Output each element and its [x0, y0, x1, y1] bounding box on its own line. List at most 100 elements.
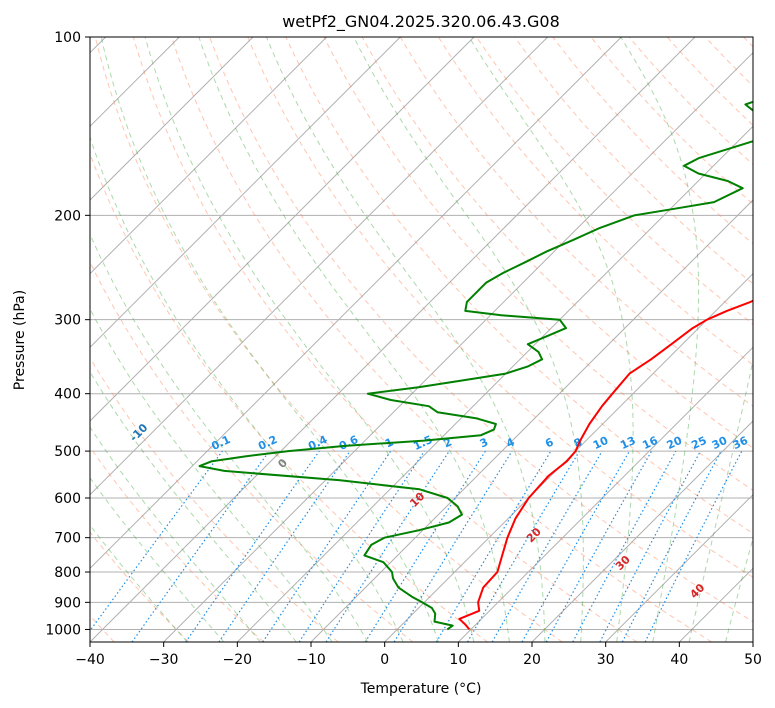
isotherm-line	[90, 37, 401, 349]
moist-adiabat-line	[90, 135, 404, 642]
y-tick-label: 600	[54, 491, 81, 507]
moist-adiabat-line	[468, 37, 634, 642]
dry-adiabat-label: -10	[127, 421, 150, 444]
x-tick-label: 50	[744, 652, 762, 668]
y-tick-label: 200	[54, 208, 81, 224]
isotherm-lines	[90, 37, 753, 642]
dry-adiabat-line	[552, 37, 753, 245]
isotherm-line	[90, 37, 696, 642]
adiabat-labels: 0.10.20.40.611.52346810131620253036-100-…	[127, 421, 750, 601]
mixing-ratio-label: 6	[543, 435, 556, 450]
moist-adiabat-line	[90, 308, 333, 642]
chart-title: wetPf2_GN04.2025.320.06.43.G08	[282, 12, 560, 32]
mixing-ratio-line	[218, 450, 351, 642]
isotherm-line	[605, 493, 753, 642]
mixing-ratio-label: 25	[689, 434, 708, 452]
dry-adiabat-line	[437, 37, 753, 366]
x-tick-label: 30	[597, 652, 615, 668]
isotherm-line	[90, 37, 328, 275]
mixing-ratio-lines	[90, 450, 743, 642]
dry-adiabat-line	[90, 260, 414, 642]
moist-adiabat-line	[620, 37, 700, 642]
isotherm-line	[310, 199, 753, 642]
isotherm-line	[90, 37, 475, 422]
mixing-ratio-label: 0.2	[256, 433, 279, 453]
isotherm-line	[163, 51, 753, 642]
dry-adiabat-line	[323, 37, 753, 491]
mixing-ratio-label: 13	[618, 434, 637, 452]
mixing-ratio-label: 20	[665, 434, 685, 452]
moist-adiabat-line	[90, 426, 261, 642]
dry-adiabat-line	[247, 37, 753, 578]
x-tick-label: 40	[670, 652, 688, 668]
dry-adiabat-line	[94, 37, 563, 642]
x-tick-label: 20	[523, 652, 541, 668]
dry-adiabat-line	[90, 152, 488, 642]
isotherm-line	[90, 37, 549, 496]
dry-adiabat-line	[476, 37, 753, 325]
mixing-ratio-line	[325, 450, 450, 642]
y-tick-label: 800	[54, 565, 81, 581]
dry-adiabat-line	[743, 37, 753, 48]
mixing-ratio-label: 0.1	[209, 433, 232, 453]
mixing-ratio-line	[572, 450, 677, 642]
mixing-ratio-line	[131, 450, 270, 642]
mixing-ratio-line	[393, 450, 513, 642]
moist-adiabat-line	[688, 358, 753, 642]
isotherm-line	[457, 346, 753, 642]
dry-adiabat-line	[90, 531, 190, 642]
moist-adiabat-line	[90, 370, 297, 642]
x-axis-label: Temperature (°C)	[360, 681, 482, 697]
x-tick-label: −10	[296, 652, 326, 668]
dry-adiabat-line	[590, 37, 753, 205]
isotherm-line	[236, 125, 753, 642]
x-tick-label: 0	[380, 652, 389, 668]
x-tick-label: −20	[223, 652, 253, 668]
moist-adiabat-line	[90, 476, 225, 642]
profile-series	[198, 100, 753, 631]
moist-adiabat-label: 10	[407, 490, 427, 510]
moist-adiabat-lines	[90, 37, 753, 642]
mixing-ratio-line	[599, 450, 702, 642]
dry-adiabat-line	[285, 37, 753, 535]
dry-adiabat-line	[666, 37, 753, 126]
y-tick-label: 1000	[45, 622, 81, 638]
y-tick-label: 700	[54, 531, 81, 547]
dry-adiabat-lines	[90, 37, 753, 642]
y-axis-ticks: 100 200 300 400 500 600 700 800 900 1000	[45, 30, 90, 638]
dry-adiabat-line	[90, 356, 339, 642]
moist-adiabat-line	[144, 37, 475, 642]
mixing-ratio-label: 10	[591, 434, 611, 452]
mixing-ratio-line	[545, 450, 653, 642]
isotherm-line	[90, 37, 254, 201]
x-tick-label: −40	[75, 652, 105, 668]
dry-adiabat-line	[132, 37, 638, 642]
mixing-ratio-line	[90, 450, 223, 632]
moist-adiabat-label: 0	[275, 456, 290, 471]
mixing-ratio-line	[364, 450, 486, 642]
moist-adiabat-line	[725, 536, 753, 642]
dry-adiabat-line	[209, 37, 753, 623]
dry-adiabat-line	[514, 37, 753, 285]
y-tick-label: 100	[54, 30, 81, 46]
plot-frame	[89, 36, 754, 643]
mixing-ratio-line	[185, 450, 320, 642]
y-tick-label: 900	[54, 595, 81, 611]
dry-adiabat-line	[704, 37, 753, 87]
temperature-line	[458, 299, 753, 631]
moist-adiabat-line	[90, 524, 188, 642]
mixing-ratio-label: 3	[478, 435, 490, 450]
mixing-ratio-line	[435, 450, 552, 642]
isotherm-line	[531, 420, 753, 642]
plot-area: 0.10.20.40.611.52346810131620253036-100-…	[90, 37, 753, 642]
mixing-ratio-line	[644, 450, 743, 642]
isotherm-line	[678, 567, 753, 642]
mixing-ratio-line	[298, 450, 425, 642]
dry-adiabat-line	[90, 446, 264, 642]
moist-adiabat-line	[266, 37, 546, 642]
x-tick-label: −30	[149, 652, 179, 668]
y-tick-label: 300	[54, 313, 81, 329]
moist-adiabat-line	[100, 37, 439, 642]
dewpoint-line	[198, 100, 753, 631]
